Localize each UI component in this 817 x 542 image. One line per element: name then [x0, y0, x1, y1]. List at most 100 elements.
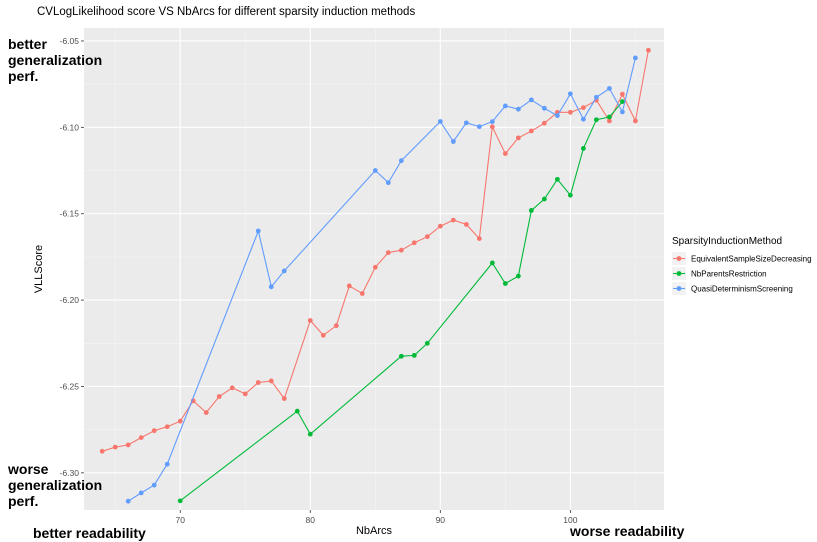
chart-title: CVLogLikelihood score VS NbArcs for diff…	[37, 6, 415, 18]
data-point-equivalentsamplesizedecreasing	[138, 435, 144, 441]
data-point-nbparentsrestriction	[567, 192, 573, 198]
data-point-quasideterminismscreening	[567, 91, 573, 97]
data-point-quasideterminismscreening	[528, 97, 534, 103]
data-point-equivalentsamplesizedecreasing	[125, 442, 131, 448]
better-readability-annotation: better readability	[33, 525, 146, 541]
worse-generalization-annotation: worse generalization perf.	[8, 461, 102, 509]
data-point-nbparentsrestriction	[294, 408, 300, 414]
data-point-nbparentsrestriction	[619, 99, 625, 104]
y-tick-label: -6.15	[60, 209, 80, 219]
data-point-equivalentsamplesizedecreasing	[437, 223, 443, 229]
y-tick-label: -6.20	[60, 295, 80, 305]
legend: SparsityInductionMethod EquivalentSample…	[672, 236, 812, 295]
data-point-equivalentsamplesizedecreasing	[450, 217, 456, 223]
y-tick-label: -6.10	[60, 122, 80, 132]
y-axis-title: VLLScore	[33, 245, 45, 293]
data-point-equivalentsamplesizedecreasing	[489, 124, 495, 130]
data-point-equivalentsamplesizedecreasing	[203, 410, 209, 415]
x-tick-label: 100	[563, 515, 577, 525]
worse-readability-annotation: worse readability	[570, 523, 685, 539]
data-point-equivalentsamplesizedecreasing	[307, 318, 313, 323]
legend-key-point-quasideterminismscreening	[676, 286, 682, 291]
annotation-line: perf.	[8, 493, 39, 509]
data-point-quasideterminismscreening	[515, 106, 521, 112]
axes: 70 80 90 100 -6.30 -6.25 -6.20 -6.15 -6.10 -6.05	[60, 36, 578, 525]
data-point-nbparentsrestriction	[541, 196, 547, 202]
legend-key-point-nbparentsrestriction	[676, 271, 682, 276]
data-point-equivalentsamplesizedecreasing	[385, 250, 391, 255]
legend-title: SparsityInductionMethod	[672, 236, 782, 247]
data-point-quasideterminismscreening	[502, 103, 508, 109]
data-point-nbparentsrestriction	[177, 498, 183, 504]
data-point-equivalentsamplesizedecreasing	[541, 120, 547, 126]
data-point-equivalentsamplesizedecreasing	[567, 109, 573, 115]
data-point-quasideterminismscreening	[164, 461, 170, 467]
annotation-line: generalization	[8, 477, 103, 493]
x-tick-label: 80	[306, 515, 316, 525]
data-point-quasideterminismscreening	[450, 139, 456, 144]
data-point-equivalentsamplesizedecreasing	[463, 222, 469, 227]
data-point-equivalentsamplesizedecreasing	[281, 396, 287, 401]
data-point-nbparentsrestriction	[424, 340, 430, 346]
annotation-line: better	[8, 36, 47, 52]
data-point-nbparentsrestriction	[502, 281, 508, 286]
data-point-equivalentsamplesizedecreasing	[632, 118, 638, 124]
data-point-quasideterminismscreening	[632, 55, 638, 61]
data-point-quasideterminismscreening	[554, 113, 560, 118]
data-point-quasideterminismscreening	[372, 168, 378, 173]
data-point-quasideterminismscreening	[619, 109, 625, 115]
x-tick-label: 70	[175, 515, 185, 525]
data-point-nbparentsrestriction	[307, 431, 313, 437]
data-point-quasideterminismscreening	[385, 180, 391, 186]
data-point-quasideterminismscreening	[268, 284, 274, 290]
y-tick-label: -6.25	[60, 381, 80, 391]
legend-label-equivalentsamplesizedecreasing: EquivalentSampleSizeDecreasing	[691, 255, 812, 264]
y-tick-label: -6.05	[60, 36, 80, 46]
data-point-equivalentsamplesizedecreasing	[229, 385, 235, 391]
x-axis-title: NbArcs	[356, 525, 393, 537]
annotation-line: worse	[8, 461, 49, 477]
data-point-equivalentsamplesizedecreasing	[164, 424, 170, 430]
data-point-nbparentsrestriction	[528, 208, 534, 213]
data-point-equivalentsamplesizedecreasing	[151, 428, 157, 434]
data-point-equivalentsamplesizedecreasing	[333, 323, 339, 329]
data-point-equivalentsamplesizedecreasing	[424, 234, 430, 240]
data-point-equivalentsamplesizedecreasing	[242, 391, 248, 397]
data-point-quasideterminismscreening	[437, 119, 443, 124]
data-point-equivalentsamplesizedecreasing	[580, 105, 586, 111]
data-point-equivalentsamplesizedecreasing	[372, 264, 378, 270]
data-point-quasideterminismscreening	[606, 86, 612, 91]
data-point-equivalentsamplesizedecreasing	[112, 444, 118, 450]
data-point-equivalentsamplesizedecreasing	[515, 135, 521, 141]
data-point-equivalentsamplesizedecreasing	[645, 47, 651, 53]
series-line-quasideterminismscreening	[127, 57, 636, 502]
data-point-equivalentsamplesizedecreasing	[99, 448, 105, 454]
data-point-equivalentsamplesizedecreasing	[268, 378, 274, 384]
data-point-equivalentsamplesizedecreasing	[346, 283, 352, 289]
data-point-equivalentsamplesizedecreasing	[255, 380, 261, 385]
data-point-equivalentsamplesizedecreasing	[619, 91, 625, 97]
data-point-equivalentsamplesizedecreasing	[177, 418, 183, 424]
series-layer	[99, 47, 651, 504]
legend-label-quasideterminismscreening: QuasiDeterminismScreening	[691, 285, 793, 294]
data-point-equivalentsamplesizedecreasing	[320, 332, 326, 338]
data-point-quasideterminismscreening	[281, 268, 287, 274]
data-point-equivalentsamplesizedecreasing	[476, 236, 482, 241]
data-point-nbparentsrestriction	[411, 352, 417, 358]
data-point-quasideterminismscreening	[489, 119, 495, 125]
data-point-equivalentsamplesizedecreasing	[606, 118, 612, 124]
data-point-quasideterminismscreening	[541, 105, 547, 111]
annotation-line: perf.	[8, 68, 39, 84]
y-tick-label: -6.30	[60, 468, 80, 478]
data-point-equivalentsamplesizedecreasing	[528, 128, 534, 134]
data-point-nbparentsrestriction	[515, 273, 521, 279]
data-point-quasideterminismscreening	[398, 158, 404, 164]
data-point-equivalentsamplesizedecreasing	[398, 247, 404, 253]
legend-key-point-equivalentsamplesizedecreasing	[676, 256, 682, 261]
legend-label-nbparentsrestriction: NbParentsRestriction	[691, 270, 767, 279]
data-point-equivalentsamplesizedecreasing	[411, 240, 417, 246]
data-point-nbparentsrestriction	[606, 114, 612, 120]
data-point-nbparentsrestriction	[489, 260, 495, 266]
data-point-nbparentsrestriction	[554, 176, 560, 182]
